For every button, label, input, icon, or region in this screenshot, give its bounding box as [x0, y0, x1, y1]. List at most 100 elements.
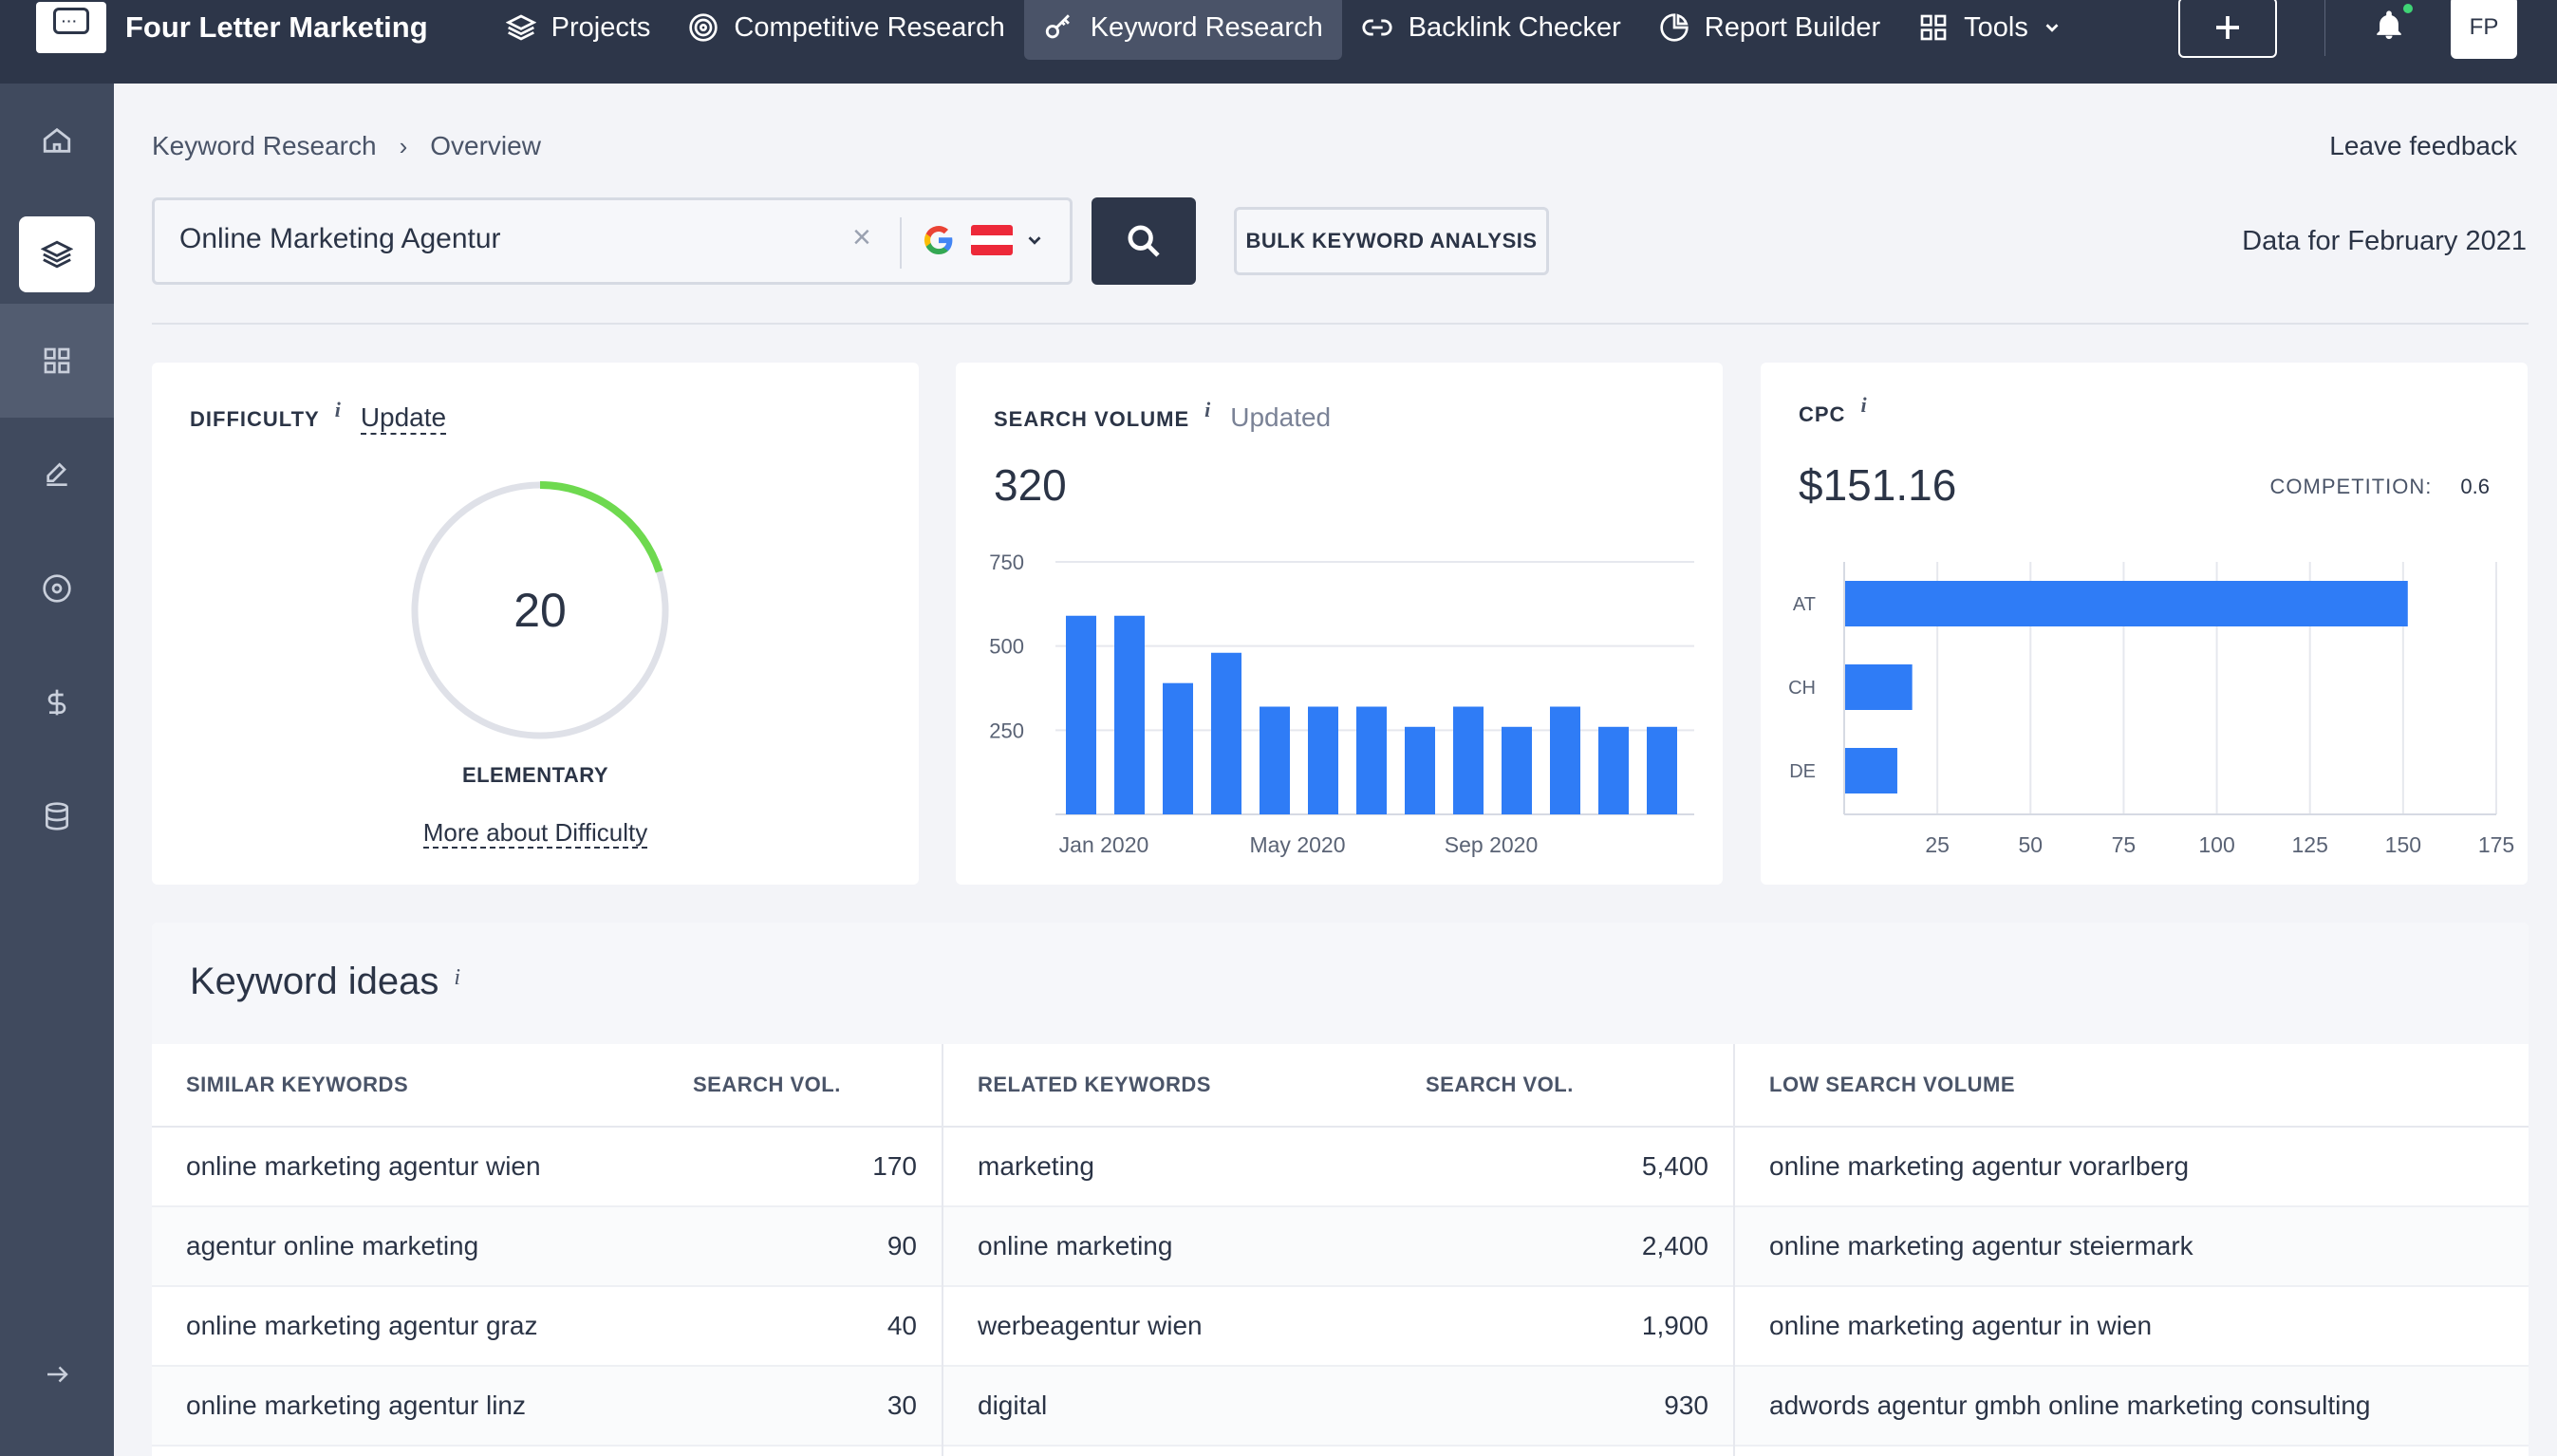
cpc-country-chart: 25 50 75 100 125 150 175 AT CH DE — [1788, 562, 2514, 857]
keyword-link[interactable]: online marketing agentur steiermark — [1769, 1231, 2193, 1260]
competition-value: 0.6 — [2460, 475, 2490, 498]
low-search-volume-header[interactable]: LOW SEARCH VOLUME — [1769, 1073, 2016, 1096]
info-icon[interactable]: i — [1860, 393, 1868, 417]
google-icon — [924, 226, 953, 255]
nav-projects[interactable]: Projects — [487, 0, 670, 60]
search-volume: 5,400 — [1641, 1151, 1708, 1181]
difficulty-update-link[interactable]: Update — [360, 402, 447, 435]
low-search-volume-header-row: LOW SEARCH VOLUME — [1735, 1044, 2529, 1128]
keyword-search-input[interactable] — [179, 223, 806, 255]
sidebar-item-database[interactable] — [0, 759, 114, 873]
keyword-link[interactable]: agentur online marketing — [186, 1231, 479, 1260]
keyword-link[interactable]: online marketing agentur linz — [186, 1391, 526, 1420]
y-tick-label: 500 — [989, 635, 1024, 659]
sidebar-item-pricing[interactable] — [0, 645, 114, 759]
nav-competitive-research[interactable]: Competitive Research — [669, 0, 1023, 60]
search-button[interactable] — [1092, 197, 1196, 285]
difficulty-title: DIFFICULTY — [190, 407, 320, 431]
search-engine-selector[interactable] — [922, 223, 1045, 257]
x-tick-label: May 2020 — [1249, 832, 1345, 857]
table-row[interactable]: werbeagentur wien 1,900 — [943, 1287, 1733, 1367]
keyword-link[interactable]: online marketing — [978, 1231, 1173, 1260]
bulk-keyword-analysis-button[interactable]: BULK KEYWORD ANALYSIS — [1234, 207, 1549, 275]
austria-flag-icon — [971, 225, 1013, 255]
table-row[interactable]: agentur online marketing 90 — [152, 1207, 942, 1287]
sidebar-expand-button[interactable] — [0, 1317, 114, 1431]
keyword-link[interactable]: online marketing agentur graz — [186, 1311, 538, 1340]
sidebar-item-layers[interactable] — [0, 197, 114, 311]
search-volume: 170 — [872, 1151, 917, 1181]
search-volume-chart: 250 500 750 Jan 2020 May 2020 Sep 2020 — [989, 551, 1694, 857]
keyword-link[interactable]: online marketing agentur vorarlberg — [1769, 1151, 2190, 1181]
x-tick-label: 25 — [1925, 832, 1950, 857]
sidebar-item-dashboard[interactable] — [0, 304, 114, 418]
similar-keywords-table: SIMILAR KEYWORDS SEARCH VOL. online mark… — [152, 1044, 942, 1456]
table-row[interactable]: digital 930 — [943, 1367, 1733, 1447]
table-row[interactable]: online marketing agentur linz 30 — [152, 1367, 942, 1447]
y-tick-label: 250 — [989, 719, 1024, 742]
add-button[interactable] — [2178, 0, 2277, 58]
keyword-ideas-title: Keyword ideas — [190, 961, 439, 1002]
home-icon — [43, 127, 71, 153]
keyword-link[interactable]: online marketing agentur in wien — [1769, 1311, 2153, 1340]
table-row[interactable]: adwords agentur gmbh online marketing co… — [1735, 1367, 2529, 1447]
clear-icon[interactable]: × — [852, 219, 871, 255]
related-keywords-table: RELATED KEYWORDS SEARCH VOL. marketing 5,… — [942, 1044, 1733, 1456]
keyword-link[interactable]: marketing — [978, 1151, 1094, 1181]
bar-jan-2021 — [1647, 726, 1677, 814]
plus-icon — [2216, 16, 2239, 39]
similar-keywords-header[interactable]: SIMILAR KEYWORDS — [186, 1073, 409, 1096]
table-row[interactable]: online marketing agentur steiermark — [1735, 1207, 2529, 1287]
table-row[interactable]: online marketing agentur graz 40 — [152, 1287, 942, 1367]
info-icon[interactable]: i — [334, 398, 342, 421]
bar-ch — [1845, 664, 1913, 710]
arrow-right-icon — [47, 1366, 68, 1383]
x-tick-label: 50 — [2018, 832, 2043, 857]
notification-dot — [2401, 1, 2415, 15]
sidebar-item-home[interactable] — [0, 84, 114, 197]
keyword-link[interactable]: werbeagentur wien — [978, 1311, 1203, 1340]
leave-feedback-link[interactable]: Leave feedback — [2329, 131, 2517, 160]
bar-de — [1845, 748, 1897, 793]
pie-icon — [1660, 13, 1689, 42]
sidebar-item-target[interactable] — [0, 532, 114, 645]
search-volume: 90 — [887, 1231, 917, 1260]
nav-keyword-research-label: Keyword Research — [1090, 11, 1323, 43]
avatar[interactable]: FP — [2451, 0, 2517, 59]
cpc-card: CPC i $151.16 COMPETITION: 0.6 25 50 75 100… — [1761, 363, 2528, 885]
sidebar-item-edit[interactable] — [0, 418, 114, 532]
keyword-link[interactable]: adwords agentur gmbh online marketing co… — [1769, 1391, 2371, 1420]
nav-report-builder[interactable]: Report Builder — [1640, 0, 1899, 60]
bar-mar-2020 — [1163, 682, 1193, 814]
table-row[interactable]: online marketing agentur wien 170 — [152, 1128, 942, 1207]
table-row[interactable]: marketing 5,400 — [943, 1128, 1733, 1207]
info-icon[interactable]: i — [454, 965, 461, 990]
table-row[interactable]: online marketing agentur in wien — [1735, 1287, 2529, 1367]
nav-tools[interactable]: Tools — [1899, 0, 2081, 60]
nav-keyword-research[interactable]: Keyword Research — [1023, 0, 1342, 60]
link-icon — [1362, 19, 1392, 36]
keyword-link[interactable]: digital — [978, 1391, 1048, 1420]
nav-backlink-checker[interactable]: Backlink Checker — [1342, 0, 1640, 60]
bar-jun-2020 — [1308, 706, 1338, 814]
info-icon[interactable]: i — [1204, 398, 1212, 421]
similar-search-vol-header[interactable]: SEARCH VOL. — [693, 1073, 841, 1096]
bell-icon — [2377, 9, 2401, 39]
search-icon — [1128, 225, 1160, 257]
brand[interactable]: ··· Four Letter Marketing — [0, 0, 428, 84]
table-row[interactable]: online marketing 2,400 — [943, 1207, 1733, 1287]
related-keywords-header[interactable]: RELATED KEYWORDS — [978, 1073, 1211, 1096]
breadcrumb-keyword-research[interactable]: Keyword Research — [152, 131, 377, 160]
database-icon — [46, 802, 68, 831]
search-volume: 40 — [887, 1311, 917, 1340]
more-about-difficulty-link[interactable]: More about Difficulty — [422, 818, 648, 849]
keyword-link[interactable]: online marketing agentur wien — [186, 1151, 541, 1181]
related-search-vol-header[interactable]: SEARCH VOL. — [1426, 1073, 1574, 1096]
x-tick-label: Sep 2020 — [1445, 832, 1538, 857]
table-row[interactable]: online marketing agentur vorarlberg — [1735, 1128, 2529, 1207]
grid-icon — [1920, 14, 1947, 41]
x-tick-label: Jan 2020 — [1059, 832, 1149, 857]
y-tick-label: AT — [1793, 594, 1816, 615]
notifications-button[interactable] — [2373, 1, 2415, 47]
nav-report-builder-label: Report Builder — [1704, 11, 1881, 43]
